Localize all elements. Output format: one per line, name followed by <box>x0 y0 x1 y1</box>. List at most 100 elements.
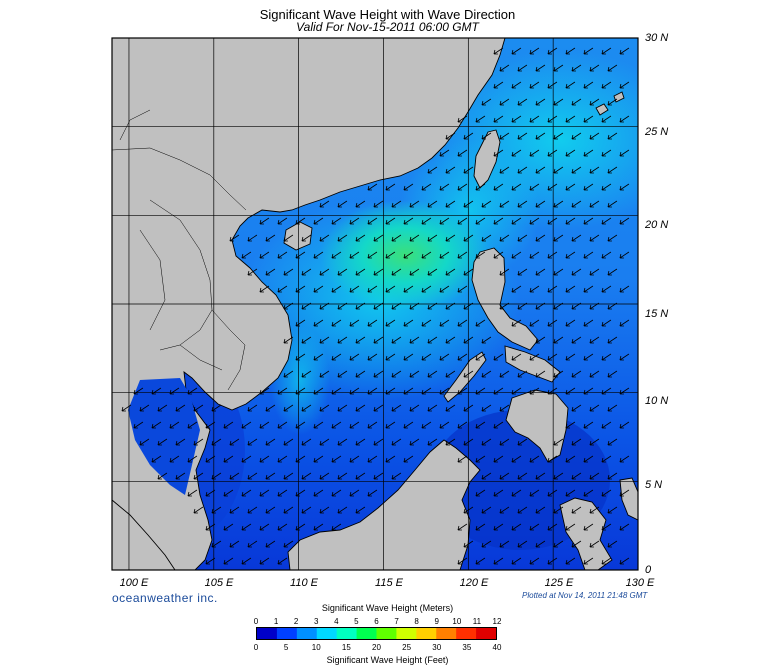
wave-arrow <box>229 472 240 480</box>
wave-arrow <box>259 489 270 497</box>
wave-arrow <box>601 285 612 293</box>
wave-arrow <box>481 98 492 106</box>
wave-arrow <box>457 149 468 157</box>
wave-arrow <box>445 302 456 310</box>
meters-tick: 1 <box>273 617 279 626</box>
wave-arrow <box>337 200 348 208</box>
wave-arrow <box>565 149 576 157</box>
wave-arrow <box>457 387 468 395</box>
meters-tick: 0 <box>253 617 259 626</box>
lat-label-20: 20 N <box>645 219 669 231</box>
wave-arrow <box>619 81 630 89</box>
wave-arrow <box>241 523 252 531</box>
wave-arrow <box>295 455 306 463</box>
wave-arrow <box>337 234 348 242</box>
wave-arrow <box>349 455 360 463</box>
wave-arrow <box>511 387 522 395</box>
meters-tick: 6 <box>374 617 379 626</box>
wave-arrow <box>571 438 582 446</box>
feet-tick: 40 <box>492 643 502 652</box>
wave-arrow <box>193 472 204 480</box>
wave-arrow <box>535 64 546 72</box>
wave-arrow <box>511 251 522 259</box>
wave-arrow <box>493 47 504 55</box>
wave-arrow <box>421 421 432 429</box>
wave-arrow <box>517 506 528 514</box>
wave-arrow <box>247 506 258 514</box>
wave-arrow <box>553 472 564 480</box>
wave-arrow <box>295 387 306 395</box>
wave-arrow <box>367 285 378 293</box>
wave-arrow <box>499 506 510 514</box>
wave-arrow <box>589 370 600 378</box>
wave-arrow <box>463 166 474 174</box>
wave-arrow <box>619 183 630 191</box>
wave-arrow <box>565 251 576 259</box>
wave-arrow <box>571 370 582 378</box>
wave-arrow <box>493 251 504 259</box>
wave-arrow <box>529 523 540 531</box>
wave-arrow <box>349 285 360 293</box>
wave-arrow <box>439 319 450 327</box>
wave-arrow <box>547 47 558 55</box>
wave-arrow <box>619 489 630 497</box>
wave-arrow <box>535 506 546 514</box>
wave-arrow <box>553 64 564 72</box>
wave-arrow <box>367 387 378 395</box>
wave-arrow <box>619 217 630 225</box>
wave-arrow <box>463 234 474 242</box>
wave-arrow <box>331 455 342 463</box>
wave-arrow <box>481 438 492 446</box>
wave-arrow <box>601 489 612 497</box>
wave-arrow <box>211 472 222 480</box>
wave-arrow <box>547 183 558 191</box>
wave-arrow <box>349 421 360 429</box>
map-frame <box>111 37 639 571</box>
colorbar-segment <box>316 628 338 639</box>
wave-arrow <box>511 489 522 497</box>
wave-arrow <box>607 370 618 378</box>
wave-arrow <box>589 98 600 106</box>
wave-arrow <box>331 523 342 531</box>
colorbar-segment <box>336 628 358 639</box>
wave-arrow <box>319 404 330 412</box>
wave-arrow <box>331 217 342 225</box>
wave-arrow <box>169 421 180 429</box>
wave-arrow <box>445 336 456 344</box>
wave-arrow <box>385 455 396 463</box>
wave-arrow <box>367 353 378 361</box>
wave-arrow <box>277 285 288 293</box>
wave-arrow <box>265 404 276 412</box>
wave-arrow <box>313 251 324 259</box>
map-title: Significant Wave Height with Wave Direct… <box>259 7 516 22</box>
wave-arrow <box>535 200 546 208</box>
wave-arrow <box>355 370 366 378</box>
wave-arrow <box>529 47 540 55</box>
wave-arrow <box>193 404 204 412</box>
map-subtitle: Valid For Nov-15-2011 06:00 GMT <box>296 20 479 34</box>
wave-arrow <box>565 421 576 429</box>
wave-arrow <box>601 81 612 89</box>
wave-arrow <box>385 285 396 293</box>
wave-arrow <box>301 370 312 378</box>
wave-arrow <box>247 438 258 446</box>
wave-arrow <box>463 438 474 446</box>
wave-arrow <box>511 523 522 531</box>
wave-arrow <box>283 370 294 378</box>
lat-label-5: 5 N <box>645 479 663 491</box>
lat-label-30: 30 N <box>645 32 669 44</box>
wave-arrow <box>511 47 522 55</box>
wave-arrow <box>457 251 468 259</box>
wave-arrow <box>277 489 288 497</box>
wave-arrow <box>475 523 486 531</box>
wave-arrow <box>571 404 582 412</box>
wave-arrow <box>211 506 222 514</box>
land-taiwan <box>473 129 501 189</box>
wave-arrow <box>517 200 528 208</box>
wave-arrow <box>337 472 348 480</box>
wave-arrow <box>463 302 474 310</box>
wave-arrow <box>223 455 234 463</box>
wave-arrow <box>553 438 564 446</box>
wave-arrow <box>529 319 540 327</box>
